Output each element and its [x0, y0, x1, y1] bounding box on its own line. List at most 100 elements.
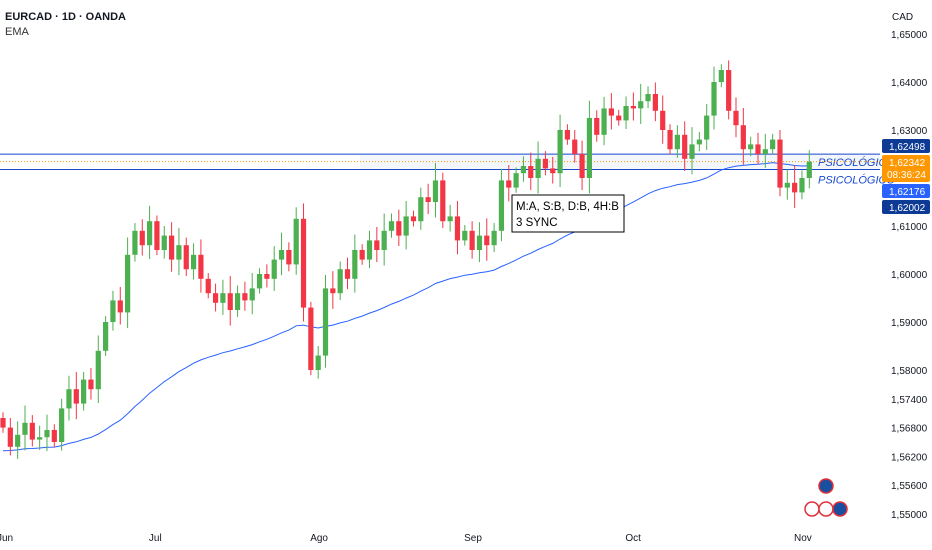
candle-down — [469, 230, 475, 250]
candle-down — [359, 250, 365, 260]
level-zone — [360, 154, 880, 170]
price-tag-low-bg[interactable] — [882, 200, 930, 214]
candle-up — [623, 106, 629, 121]
candle-up — [322, 288, 329, 356]
price-tag-last-bg[interactable] — [882, 155, 930, 182]
indicator-ema-label[interactable]: EMA — [5, 26, 29, 38]
price-tag-level-2-bg[interactable] — [882, 184, 930, 198]
candle-down — [410, 216, 417, 222]
candle-down — [29, 422, 35, 440]
candle-up — [784, 182, 790, 188]
candle-down — [300, 218, 307, 308]
candle-down — [542, 158, 549, 169]
candle-up — [95, 350, 101, 390]
candle-up — [638, 101, 644, 109]
cad-event-flag-icon[interactable] — [818, 501, 834, 517]
y-tick-label: 1,57400 — [891, 395, 928, 406]
candle-down — [630, 106, 636, 109]
candle-up — [66, 389, 72, 409]
candle-down — [682, 134, 688, 159]
candle-up — [748, 144, 754, 150]
candle-up — [762, 149, 768, 154]
candle-up — [586, 118, 592, 178]
price-tag-level-2[interactable]: 1,62176 — [889, 187, 926, 198]
x-tick-label: Jun — [0, 533, 13, 544]
candle-down — [212, 293, 219, 303]
candle-down — [286, 250, 292, 265]
candle-down — [7, 427, 13, 447]
candle-up — [520, 166, 527, 174]
y-tick-label: 1,64000 — [891, 78, 928, 89]
candle-up — [513, 173, 519, 188]
price-tag-level-1[interactable]: 1,62498 — [889, 142, 926, 153]
candle-up — [176, 245, 182, 260]
candle-down — [740, 125, 746, 150]
y-tick-label: 1,56800 — [891, 424, 928, 435]
candle-up — [161, 235, 167, 250]
candle-up — [125, 254, 131, 313]
candle-up — [462, 230, 468, 241]
x-tick-label: Ago — [310, 533, 328, 544]
candle-down — [139, 230, 145, 246]
y-tick-label: 1,60000 — [891, 270, 928, 281]
candle-down — [374, 240, 380, 250]
candle-down — [440, 180, 446, 222]
candle-down — [550, 168, 556, 174]
price-tag-last-countdown[interactable]: 08:36:24 — [887, 170, 926, 181]
candle-down — [344, 269, 351, 279]
candle-down — [205, 278, 211, 294]
eur-event-flag-icon[interactable] — [832, 501, 848, 517]
currency-label: CAD — [892, 12, 913, 23]
annotation-box — [511, 194, 625, 233]
price-tag-low[interactable]: 1,62002 — [889, 203, 926, 214]
candle-up — [352, 250, 358, 279]
candle-up — [22, 422, 28, 435]
candle-down — [528, 166, 534, 178]
candle-down — [579, 154, 585, 178]
candle-down — [506, 180, 512, 188]
candle-down — [454, 216, 461, 241]
y-tick-label: 1,55000 — [891, 510, 928, 521]
candle-down — [227, 293, 233, 310]
candle-down — [117, 300, 123, 313]
candle-down — [777, 139, 783, 188]
y-tick-label: 1,55600 — [891, 481, 928, 492]
candle-up — [696, 139, 702, 145]
cad-event-flag-icon[interactable] — [804, 501, 820, 517]
candle-down — [652, 94, 658, 111]
symbol-title[interactable]: EURCAD · 1D · OANDA — [5, 11, 126, 23]
candle-down — [183, 245, 189, 270]
y-tick-label: 1,65000 — [891, 30, 928, 41]
psychological-level-label: PSICOLÓGICO — [818, 156, 895, 169]
candle-up — [234, 293, 241, 310]
y-tick-label: 1,59000 — [891, 318, 928, 329]
psychological-level-label: PSICOLÓGICO — [818, 174, 895, 187]
candle-down — [660, 110, 666, 130]
candle-up — [15, 434, 21, 447]
candle-up — [601, 108, 607, 135]
annotation-text-line1: M:A, S:B, D:B, 4H:B — [516, 201, 619, 213]
candle-down — [0, 418, 6, 428]
y-tick-label: 1,63000 — [891, 126, 928, 137]
candle-up — [432, 180, 439, 202]
candle-up — [147, 221, 153, 246]
eur-event-flag-icon[interactable] — [818, 478, 834, 494]
candle-down — [88, 379, 94, 390]
candle-down — [594, 118, 600, 135]
candle-up — [293, 218, 299, 265]
candle-up — [249, 288, 255, 301]
candle-up — [418, 197, 424, 222]
candle-up — [132, 230, 138, 255]
candle-up — [388, 221, 395, 231]
candle-up — [315, 355, 321, 370]
candle-down — [726, 70, 732, 111]
chart-legend: EURCAD · 1D · OANDA EMA — [5, 11, 126, 38]
candle-down — [564, 130, 571, 140]
price-tag-last[interactable]: 1,62342 — [889, 158, 926, 169]
candle-up — [337, 269, 343, 294]
candle-down — [396, 221, 402, 236]
price-tag-level-1-bg[interactable] — [882, 139, 930, 153]
candle-down — [616, 115, 622, 121]
x-tick-label: Oct — [625, 533, 641, 544]
